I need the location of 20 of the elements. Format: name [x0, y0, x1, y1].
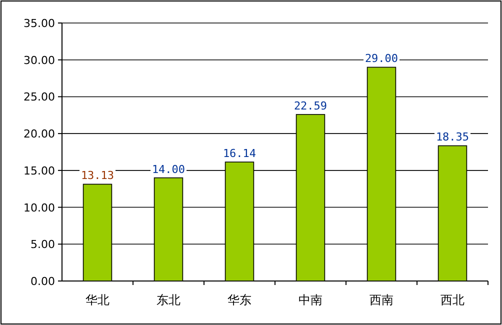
- y-tick-label: 20.00: [24, 128, 55, 141]
- y-tick-label: 15.00: [24, 164, 55, 178]
- x-tick-label: 华东: [228, 293, 252, 307]
- x-tick-label: 西北: [440, 293, 464, 307]
- y-tick-label: 10.00: [24, 201, 55, 214]
- x-tick-label: 西南: [370, 293, 394, 307]
- y-tick-label: 25.00: [24, 90, 55, 104]
- x-tick-label: 东北: [156, 293, 180, 307]
- y-tick-label: 35.00: [24, 17, 55, 30]
- data-label: 22.59: [294, 99, 328, 112]
- data-label: 16.14: [222, 147, 256, 160]
- data-label: 18.35: [436, 130, 470, 144]
- x-tick-label: 华北: [86, 293, 110, 307]
- y-tick-label: 0.00: [30, 275, 55, 288]
- data-label: 13.13: [80, 169, 114, 182]
- y-tick-label: 30.00: [24, 54, 55, 67]
- data-label: 29.00: [364, 52, 398, 66]
- data-label: 14.00: [152, 162, 186, 176]
- x-tick-label: 中南: [298, 293, 322, 307]
- y-tick-label: 5.00: [30, 238, 55, 252]
